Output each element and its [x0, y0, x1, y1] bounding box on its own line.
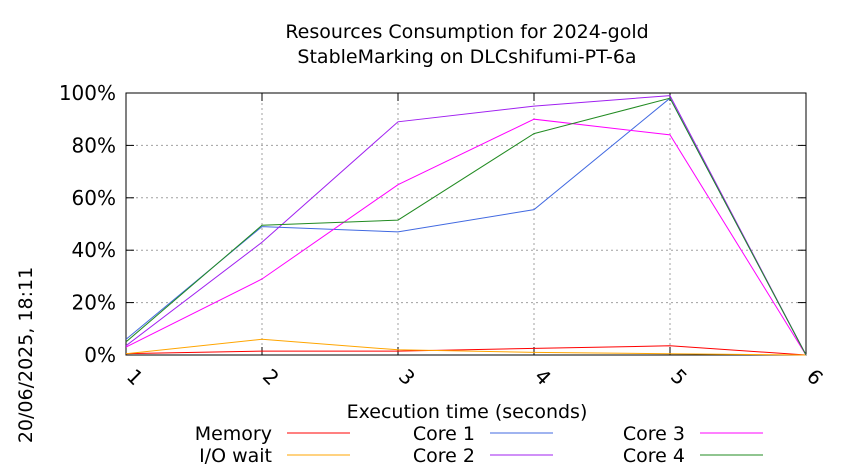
series-line — [125, 97, 807, 356]
x-tick-label: 5 — [666, 364, 692, 390]
y-tick-label: 100% — [59, 81, 116, 105]
timestamp-label: 20/06/2025, 18:11 — [15, 267, 37, 443]
series-lines — [125, 95, 807, 356]
y-tick-label: 0% — [84, 343, 116, 367]
series-line — [125, 338, 807, 356]
x-tick-label: 1 — [122, 364, 148, 390]
x-tick-label: 2 — [258, 364, 284, 390]
legend-label: Core 4 — [623, 445, 685, 467]
legend-label: Memory — [195, 423, 272, 445]
x-tick-label: 6 — [802, 364, 828, 390]
axis-ticks: 0% 20% 40% 60% 80% 100% 1 2 3 4 5 6 — [59, 81, 828, 390]
chart-title: Resources Consumption for 2024-gold — [285, 21, 648, 43]
grid — [126, 93, 806, 355]
chart-subtitle: StableMarking on DLCshifumi-PT-6a — [297, 46, 636, 68]
series-line — [125, 118, 807, 356]
series-line — [125, 345, 807, 356]
x-tick-label: 3 — [394, 364, 420, 390]
series-line — [125, 97, 807, 356]
y-tick-label: 60% — [72, 186, 116, 210]
y-tick-label: 40% — [72, 238, 116, 262]
legend-label: Core 3 — [623, 423, 685, 445]
x-tick-label: 4 — [530, 364, 556, 390]
legend-label: Core 2 — [413, 445, 475, 467]
legend-label: I/O wait — [199, 445, 272, 467]
x-axis-label: Execution time (seconds) — [347, 401, 588, 423]
legend-label: Core 1 — [413, 423, 475, 445]
series-line — [125, 95, 807, 356]
y-tick-label: 20% — [72, 291, 116, 315]
plot-frame — [125, 92, 807, 356]
y-tick-label: 80% — [72, 133, 116, 157]
